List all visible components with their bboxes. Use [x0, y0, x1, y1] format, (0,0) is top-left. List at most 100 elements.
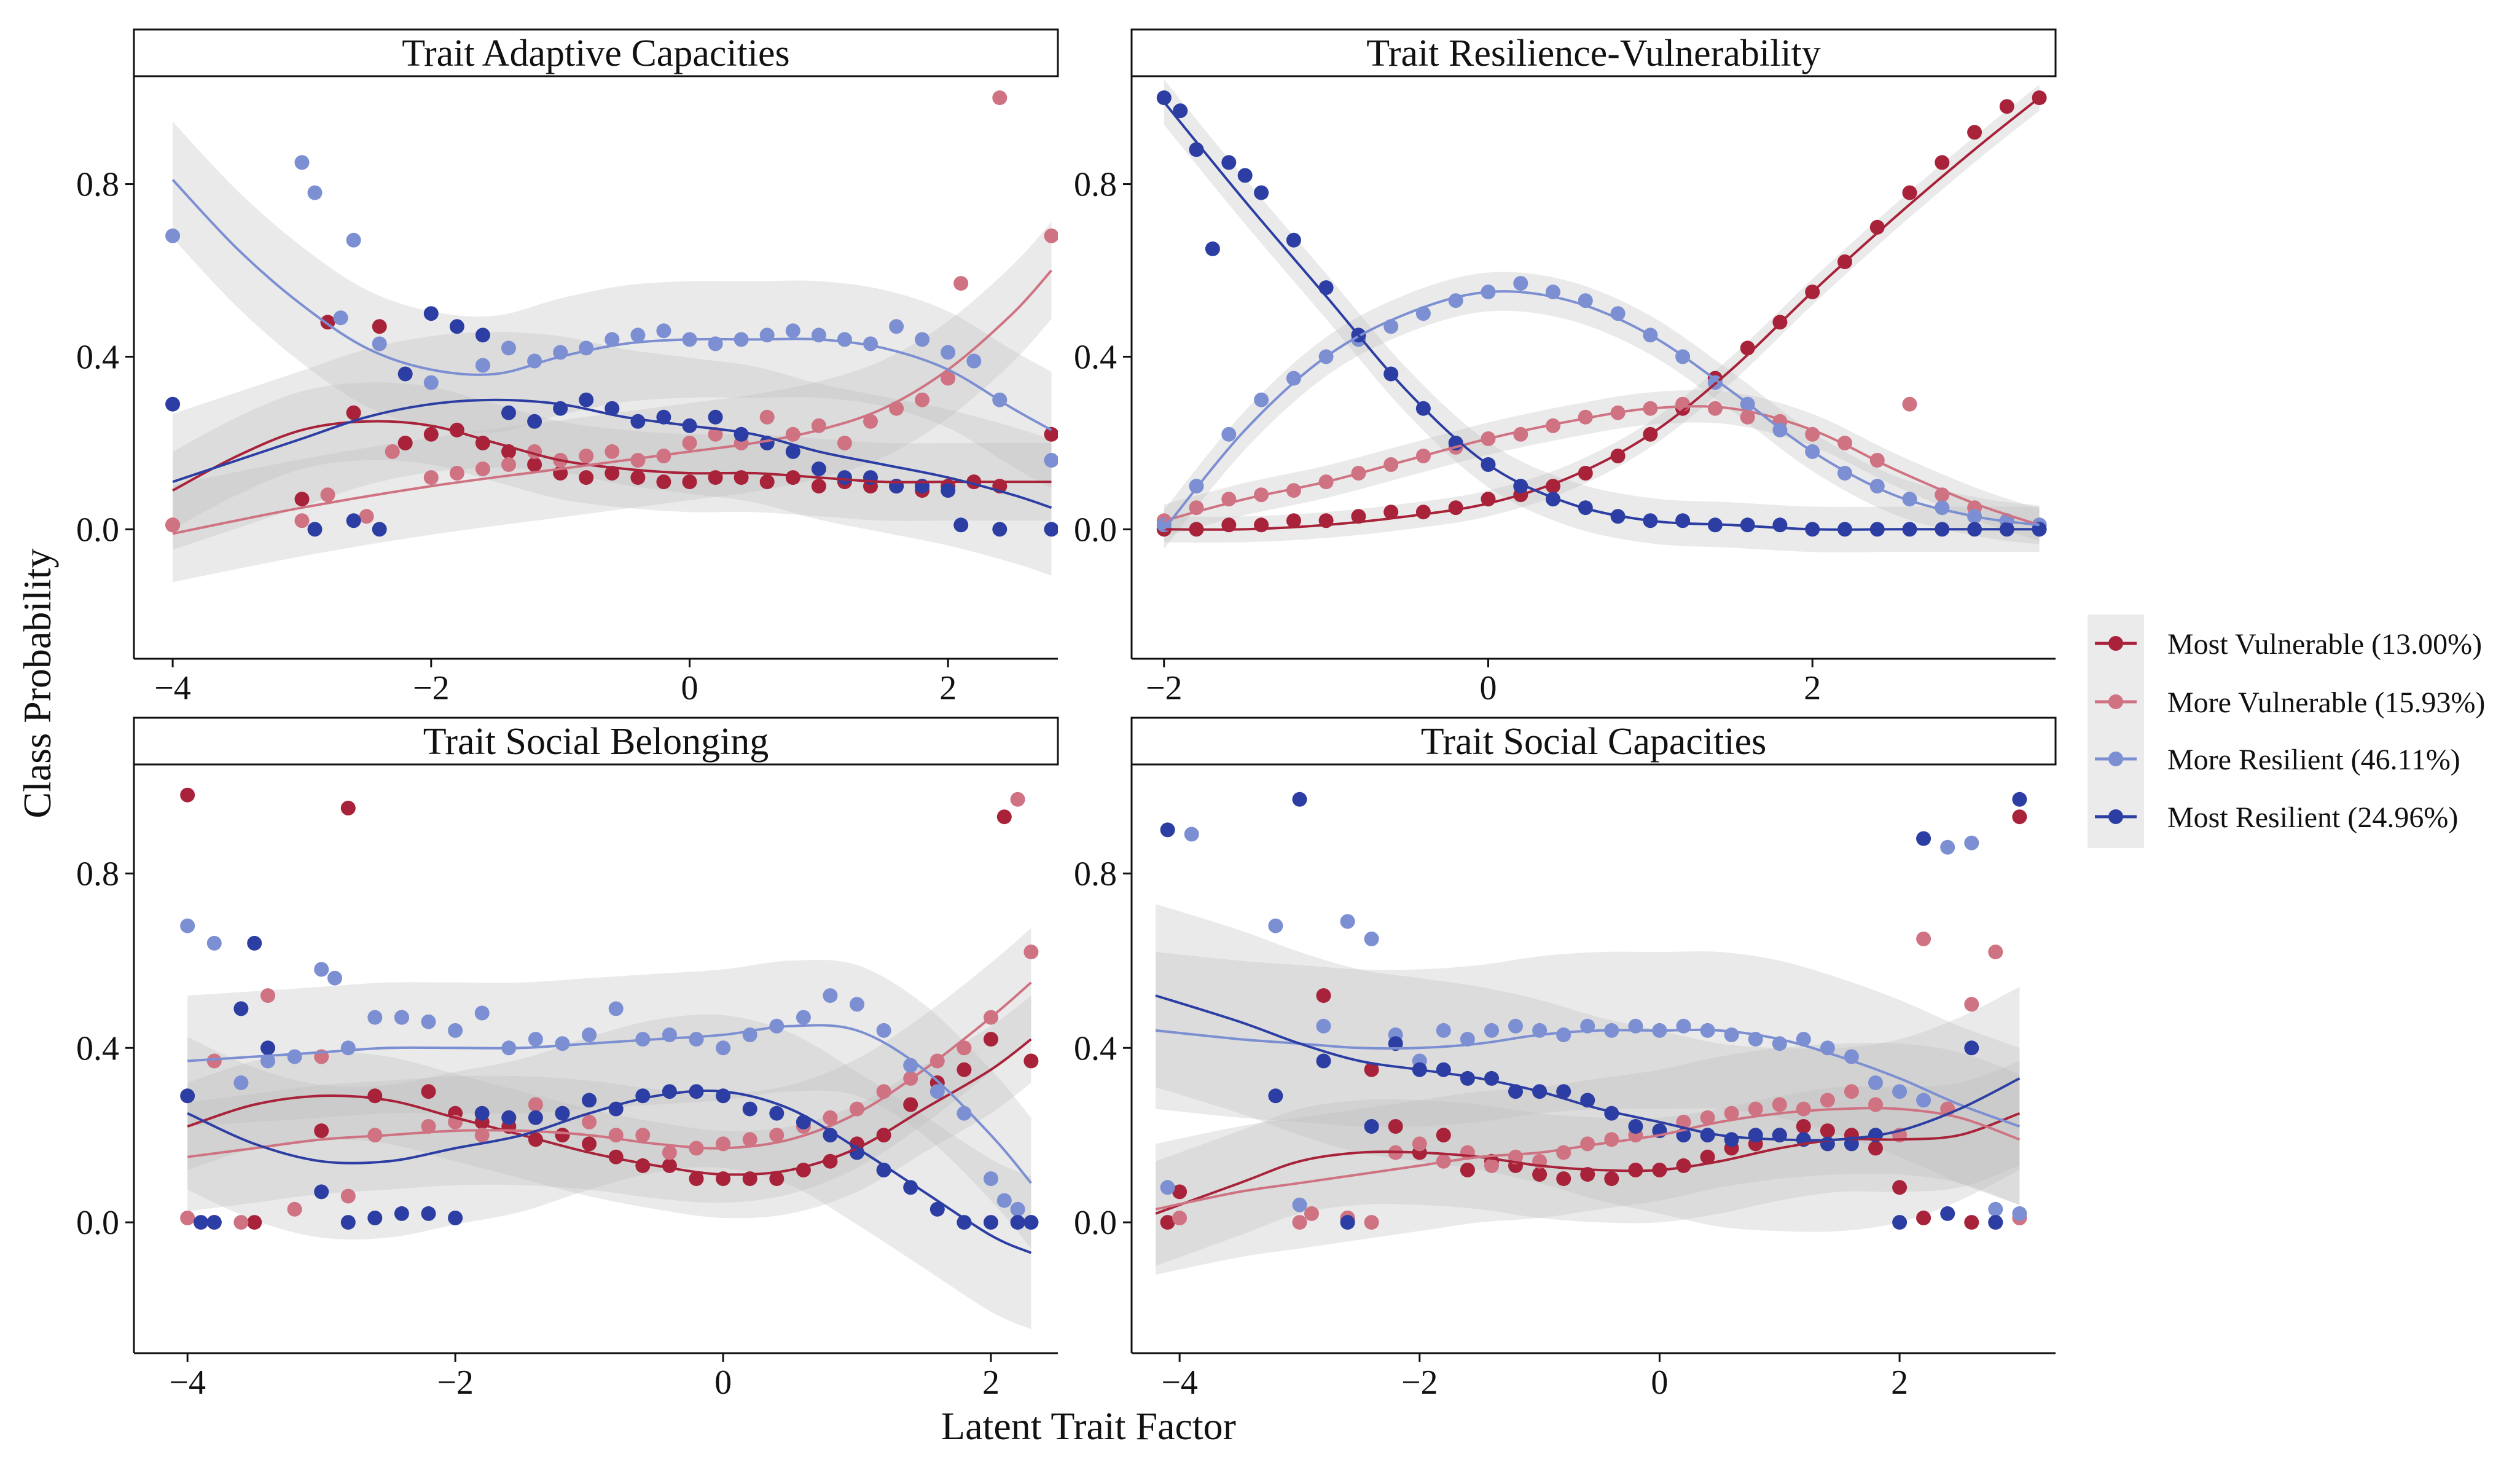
trend-line: [1164, 96, 2040, 531]
data-point: [1364, 931, 1379, 946]
data-point: [1292, 791, 1307, 807]
confidence-band: [187, 928, 1031, 1212]
confidence-band: [1164, 390, 2040, 541]
data-point: [1935, 155, 1950, 170]
data-point: [605, 466, 620, 481]
data-point: [630, 414, 646, 429]
data-point: [1740, 409, 1755, 425]
data-point: [1205, 241, 1220, 256]
data-point: [314, 962, 329, 977]
data-point: [957, 1062, 972, 1077]
y-tick-label: 0.8: [76, 166, 119, 204]
data-point: [608, 1001, 624, 1016]
data-point: [260, 1053, 275, 1069]
data-point: [1772, 517, 1788, 533]
data-point: [294, 492, 310, 507]
data-point: [630, 328, 646, 343]
legend-key-point: [2108, 752, 2123, 766]
data-point: [1044, 522, 1058, 537]
data-point: [1383, 505, 1399, 520]
x-tick-label: 2: [939, 669, 957, 707]
data-point: [1160, 822, 1175, 838]
panel-strip: [133, 28, 1059, 77]
data-point: [475, 358, 490, 373]
data-point: [1340, 1215, 1355, 1230]
panel: Trait Social Belonging 0.0 0.4 0.8 −4 −2 0 2: [76, 717, 1059, 1402]
data-point: [1292, 1215, 1307, 1230]
data-point: [501, 457, 516, 472]
figure-ylabel: Class Probability: [15, 548, 59, 818]
trend-line: [187, 1090, 1032, 1254]
data-point: [889, 319, 904, 334]
data-point: [1160, 1180, 1175, 1195]
trend-line: [1155, 1028, 2021, 1128]
data-point: [1844, 1084, 1859, 1099]
data-point: [1023, 1053, 1039, 1069]
data-point: [716, 1040, 731, 1056]
trend-line: [187, 981, 1032, 1158]
data-point: [1964, 997, 1979, 1012]
data-point: [1916, 1211, 1931, 1225]
trend-line: [1155, 1107, 2021, 1211]
y-tick-label: 0.4: [76, 338, 119, 376]
data-point: [708, 409, 723, 425]
trend-line: [1155, 994, 2021, 1142]
data-point: [475, 328, 490, 343]
data-point: [1484, 1070, 1499, 1086]
x-tick-label: −4: [1161, 1364, 1198, 1402]
data-point: [1318, 280, 1334, 296]
legend-item: More Resilient (46.11%): [2095, 744, 2460, 776]
data-point: [876, 1023, 891, 1038]
data-point: [1916, 831, 1931, 846]
data-point: [397, 366, 413, 382]
data-point: [996, 809, 1012, 825]
data-point: [1010, 1215, 1025, 1230]
data-point: [346, 232, 361, 248]
data-point: [941, 483, 956, 498]
data-point: [708, 426, 723, 442]
data-point: [385, 444, 400, 459]
data-point: [1892, 1215, 1908, 1230]
data-point: [1796, 1119, 1811, 1134]
data-point: [863, 336, 878, 352]
data-point: [394, 1010, 409, 1025]
y-tick-label: 0.4: [1074, 1029, 1117, 1067]
data-point: [180, 787, 195, 803]
data-point: [359, 509, 374, 524]
data-point: [1010, 791, 1025, 807]
trend-line: [1163, 290, 2040, 530]
confidence-band: [1164, 272, 2040, 549]
data-point: [759, 474, 775, 490]
data-point: [165, 517, 181, 533]
data-point: [1160, 1215, 1175, 1230]
data-point: [314, 1184, 329, 1200]
data-point: [247, 1215, 262, 1230]
trend-line: [1155, 1112, 2021, 1215]
data-point: [1237, 168, 1253, 183]
data-point: [1156, 90, 1172, 106]
data-point: [635, 1158, 651, 1173]
data-point: [662, 1084, 677, 1099]
data-point: [984, 1215, 998, 1230]
trend-line: [187, 1024, 1032, 1184]
data-point: [582, 1136, 597, 1152]
data-point: [1173, 103, 1188, 119]
trend-line: [1164, 405, 2040, 527]
x-tick-label: 2: [1804, 669, 1821, 707]
data-point: [372, 336, 387, 352]
data-point: [180, 1211, 195, 1225]
data-point: [1556, 1084, 1571, 1099]
data-point: [929, 1201, 945, 1217]
data-point: [1868, 1097, 1883, 1112]
data-point: [423, 426, 439, 442]
data-point: [759, 409, 775, 425]
data-point: [475, 461, 490, 476]
data-point: [1604, 1171, 1619, 1187]
data-point: [397, 435, 413, 450]
data-point: [333, 310, 348, 326]
trend-line: [172, 269, 1052, 535]
data-point: [953, 276, 969, 291]
x-tick-label: 0: [681, 669, 698, 707]
data-point: [1415, 505, 1431, 520]
data-point: [165, 228, 181, 243]
